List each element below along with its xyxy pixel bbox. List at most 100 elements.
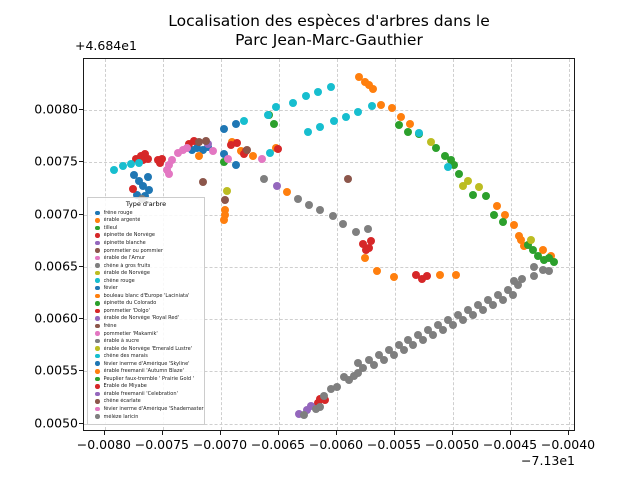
legend-item: érable de l'Amur [88, 254, 204, 262]
scatter-point [368, 102, 376, 111]
x-gridline [394, 59, 396, 430]
scatter-point [384, 346, 393, 355]
x-gridline [278, 59, 280, 430]
scatter-point [374, 351, 383, 360]
y-gridline [84, 319, 574, 321]
scatter-point [257, 155, 266, 164]
scatter-point [403, 336, 412, 345]
legend-item: érable de Norvège 'Royal Red' [88, 315, 204, 323]
legend-item: févier inerme d'Amérique 'Skyline' [88, 360, 204, 368]
scatter-point [219, 215, 228, 224]
scatter-point [499, 217, 507, 226]
legend-item-label: épinette du Colorado [103, 300, 157, 307]
legend-item-label: chêne à gros fruits [103, 262, 151, 269]
y-tick-label: 0.0075 [34, 153, 78, 169]
scatter-point [539, 265, 548, 274]
scatter-point [319, 391, 328, 400]
x-tick-mark [393, 431, 395, 435]
scatter-point [157, 155, 166, 164]
legend-swatch-icon [95, 248, 100, 253]
legend-swatch-icon [95, 270, 100, 276]
legend-item: Peuplier faux-tremble ' Prairie Gold ' [88, 375, 204, 383]
legend-item-label: épinette blanche [103, 239, 146, 246]
y-gridline [84, 371, 574, 373]
scatter-point [526, 235, 535, 244]
scatter-point [140, 150, 149, 159]
x-tick-mark [568, 431, 570, 435]
legend-swatch-icon [95, 369, 100, 374]
scatter-point [164, 170, 173, 179]
scatter-point [508, 291, 517, 300]
scatter-point [220, 195, 229, 204]
scatter-point [293, 194, 302, 203]
legend-item-label: pommetier ou pommier [103, 247, 163, 254]
legend-item-label: érable de Norvège [103, 270, 150, 277]
y-tick-mark [79, 422, 83, 424]
legend-item-label: févier inerme d'Amérique 'Shademaster' [103, 405, 205, 412]
scatter-point [332, 383, 341, 392]
legend-title: Type d'arbre [125, 200, 167, 208]
scatter-point [439, 326, 448, 335]
scatter-point [265, 149, 274, 158]
scatter-point [539, 245, 548, 254]
scatter-point [208, 147, 217, 156]
scatter-point [220, 205, 229, 214]
scatter-point [529, 245, 538, 254]
y-tick-mark [79, 318, 83, 320]
scatter-point [358, 364, 367, 373]
legend-swatch-icon [95, 406, 100, 412]
scatter-point [358, 239, 367, 248]
scatter-point [369, 361, 378, 370]
legend-item-label: pommetier 'Makamik' [103, 330, 158, 337]
legend-item-label: chêne rouge [103, 277, 135, 284]
legend-swatch-icon [95, 308, 100, 314]
scatter-point [351, 227, 360, 236]
legend-item-label: pommetier 'Dolgo' [103, 307, 150, 314]
scatter-point [350, 372, 359, 381]
legend-item-label: frêne [103, 322, 117, 329]
legend-item-label: érable freemanii 'Celebration' [103, 390, 178, 397]
scatter-point [269, 120, 278, 129]
scatter-point [492, 201, 501, 210]
scatter-point [364, 356, 373, 365]
legend-items: frêne rouge érable argenté tilleul épinette… [88, 209, 204, 420]
scatter-point [444, 163, 452, 172]
y-tick-mark [79, 161, 83, 163]
scatter-point [408, 341, 417, 350]
scatter-point [529, 272, 538, 280]
scatter-point [463, 306, 472, 315]
y-tick-label: 0.0060 [34, 310, 78, 326]
scatter-point [301, 92, 310, 101]
scatter-point [306, 401, 315, 410]
scatter-point [134, 176, 143, 185]
legend-item-label: érable de Norvège 'Emerald Lustre' [103, 345, 193, 352]
scatter-point [338, 219, 347, 228]
x-tick-label: −0.0065 [250, 437, 306, 452]
scatter-point [263, 111, 272, 120]
scatter-point [300, 410, 308, 419]
scatter-point [449, 321, 457, 330]
scatter-point [479, 306, 488, 315]
legend-swatch-icon [95, 278, 100, 283]
scatter-point [329, 211, 338, 220]
legend-swatch-icon [95, 414, 100, 419]
x-gridline [453, 59, 454, 430]
x-tick-mark [161, 431, 163, 435]
scatter-point [453, 311, 462, 320]
scatter-point [411, 270, 420, 279]
x-gridline [511, 59, 513, 430]
scatter-point [315, 402, 324, 411]
y-tick-mark [79, 109, 83, 111]
y-tick-mark [79, 213, 83, 215]
scatter-point [182, 144, 191, 153]
legend-item-label: bouleau blanc d'Europe 'Laciniata' [103, 292, 190, 299]
legend-item: frêne rouge [88, 209, 204, 217]
scatter-point [418, 274, 427, 283]
scatter-point [468, 311, 477, 320]
legend-swatch-icon [95, 316, 100, 321]
legend-swatch-icon [95, 255, 100, 261]
scatter-point [271, 103, 280, 112]
legend-item: épinette blanche [88, 239, 204, 247]
scatter-point [167, 156, 176, 165]
scatter-point [494, 291, 503, 300]
